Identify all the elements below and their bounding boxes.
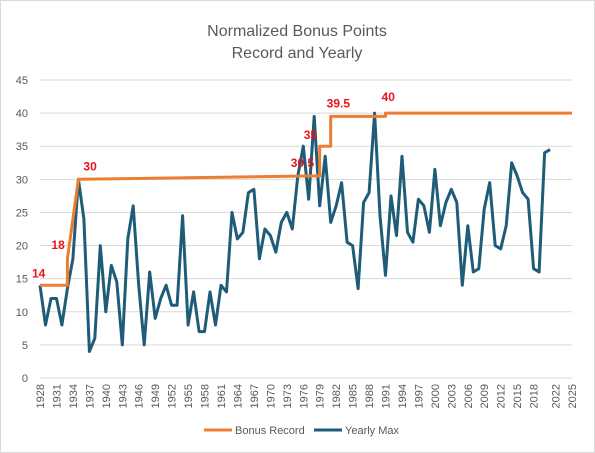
x-tick-label: 1946 [134,384,146,408]
x-tick-label: 1982 [331,384,343,408]
x-tick-label: 2015 [512,384,524,408]
y-tick-label: 15 [16,274,28,286]
y-tick-label: 30 [16,174,28,186]
x-tick-label: 1958 [200,384,212,408]
record-annotation: 39.5 [327,96,351,110]
x-tick-label: 1937 [84,384,96,408]
chart-legend: Bonus Record Yearly Max [204,425,400,437]
x-tick-label: 1979 [315,384,327,408]
y-tick-label: 25 [16,207,28,219]
x-tick-label: 2025 [567,384,579,408]
y-tick-label: 20 [16,241,28,253]
record-annotation: 14 [32,266,46,280]
x-tick-label: 1934 [68,384,80,408]
y-tick-label: 35 [16,141,28,153]
series-line-yearly-max [38,111,551,353]
x-tick-label: 2000 [430,384,442,408]
record-annotation: 30.5 [291,156,315,170]
x-tick-label: 1964 [232,384,244,408]
x-tick-label: 1985 [348,384,360,408]
chart-subtitle: Record and Yearly [232,45,363,62]
x-tick-label: 2018 [529,384,541,408]
x-tick-label: 2012 [496,384,508,408]
x-tick-label: 1976 [298,384,310,408]
record-annotation: 40 [382,90,396,104]
x-tick-label: 1991 [381,384,393,408]
x-tick-label: 2006 [463,384,475,408]
y-tick-label: 0 [22,373,28,385]
record-annotation: 18 [51,238,65,252]
x-tick-label: 1955 [183,384,195,408]
legend-label-bonus-record: Bonus Record [235,425,305,437]
record-annotation: 30 [83,159,97,173]
y-tick-label: 45 [16,75,28,87]
x-tick-label: 1952 [167,384,179,408]
x-tick-label: 1940 [101,384,113,408]
x-tick-label: 1994 [397,384,409,408]
x-tick-label: 1943 [117,384,129,408]
x-tick-label: 1931 [51,384,63,408]
x-tick-label: 1970 [265,384,277,408]
x-tick-label: 2022 [551,384,563,408]
x-tick-label: 1961 [216,384,228,408]
x-tick-label: 1967 [249,384,261,408]
x-tick-label: 1973 [282,384,294,408]
x-tick-label: 1997 [413,384,425,408]
record-annotation: 35 [304,128,318,142]
x-tick-label: 1928 [35,384,47,408]
series-line-bonus-record [40,111,572,287]
x-tick-label: 1949 [150,384,162,408]
legend-label-yearly-max: Yearly Max [345,425,400,437]
y-tick-label: 5 [22,340,28,352]
x-tick-label: 1988 [364,384,376,408]
y-tick-label: 40 [16,108,28,120]
x-tick-label: 2009 [479,384,491,408]
y-tick-label: 10 [16,307,28,319]
chart-title: Normalized Bonus Points [207,23,387,40]
x-tick-label: 2003 [446,384,458,408]
